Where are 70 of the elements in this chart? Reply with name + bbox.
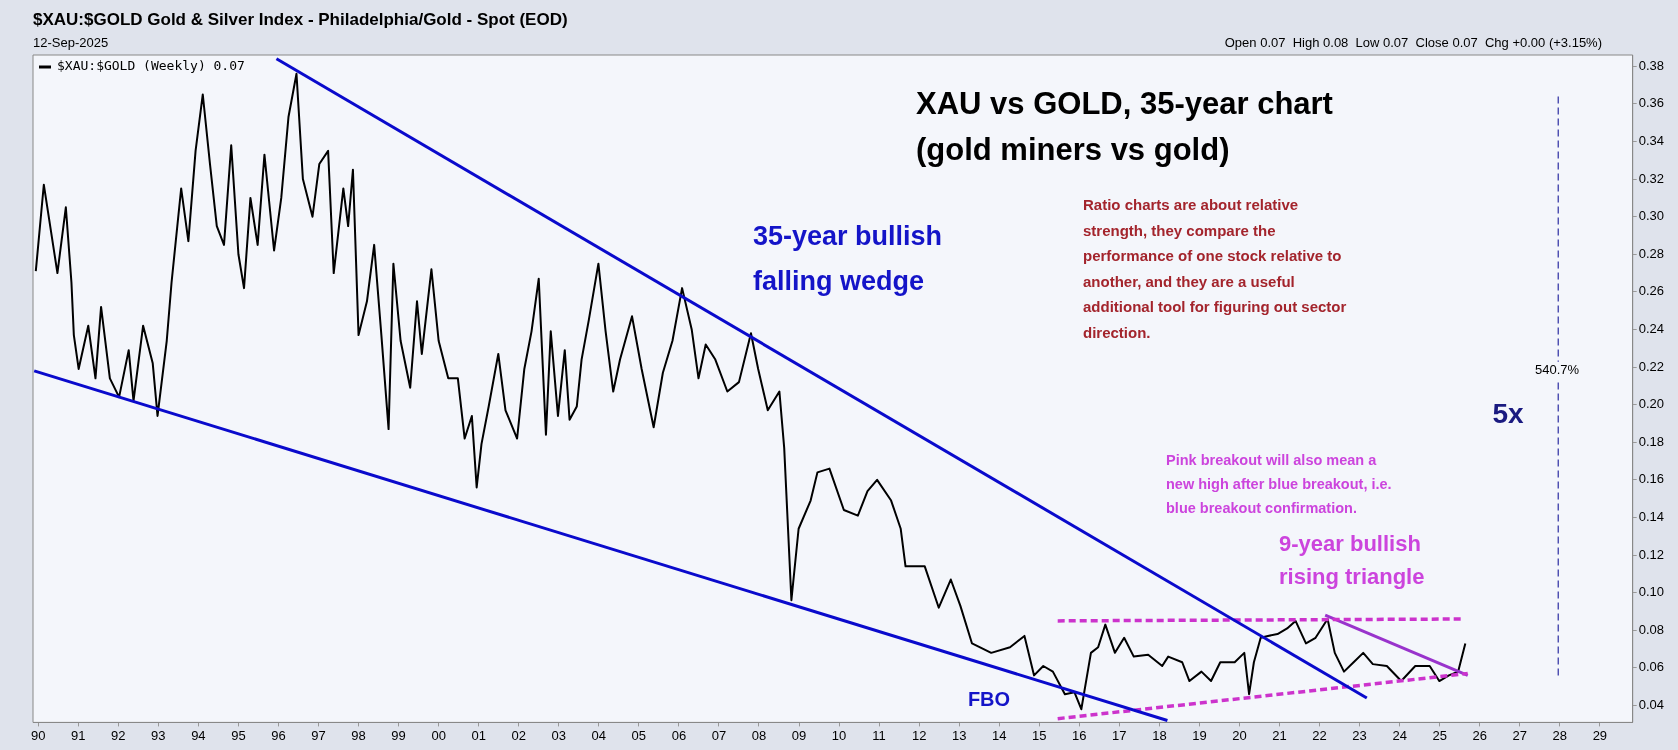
y-tick-label: 0.26 [1638,283,1665,299]
y-tick-label: 0.08 [1638,621,1665,637]
x-tick-label: 29 [1592,727,1608,743]
x-tick-label: 06 [671,727,687,743]
x-tick-label: 92 [111,727,126,743]
x-tick-label: 00 [431,727,446,743]
y-tick-label: 0.04 [1638,697,1665,713]
x-tick-label: 09 [791,727,807,743]
y-tick-label: 0.28 [1638,245,1665,261]
annotation: XAU vs GOLD, 35-year chart (gold miners vs gold) [916,85,1333,167]
x-tick-label: 99 [391,727,406,743]
y-tick-label: 0.14 [1638,509,1665,525]
text: Open 0.07 High 0.08 Low 0.07 Close 0.07 Chg +0.00 (+3.15%) [1224,34,1602,50]
chart-title: $XAU:$GOLD Gold & Silver Index - Philadelphia/Gold - Spot (EOD) [33,9,568,29]
y-tick-label: 0.06 [1638,659,1665,675]
annotation: 540.7% [1534,362,1580,378]
x-tick-label: 26 [1472,727,1487,743]
x-tick-label: 17 [1112,727,1127,743]
y-tick-label: 0.32 [1638,170,1665,186]
y-tick-label: 0.18 [1638,433,1665,449]
y-tick-label: 0.34 [1638,133,1665,149]
y-tick-label: 0.30 [1638,208,1665,224]
annotation: Ratio charts are about relative strength, they compare the performance of one stock relative to another, and they are a useful additional tool for figuring out sector direction. [1083,196,1347,341]
annotation: FBO [967,687,1011,710]
x-tick-label: 03 [551,727,566,743]
y-tick-label: 0.36 [1638,95,1665,111]
x-tick-label: 14 [991,727,1007,743]
x-tick-label: 18 [1152,727,1167,743]
y-tick-label: 0.10 [1638,584,1665,600]
y-tick-label: 0.20 [1638,396,1665,412]
x-tick-label: 28 [1552,727,1568,743]
x-tick-label: 25 [1432,727,1447,743]
x-tick-label: 95 [231,727,246,743]
x-tick-label: 27 [1512,727,1528,743]
y-tick-label: 0.12 [1638,546,1665,562]
x-tick-label: 21 [1272,727,1287,743]
annotation: 5x [1492,397,1524,429]
x-tick-label: 02 [511,727,526,743]
x-tick-label: 11 [872,727,886,743]
x-tick-label: 20 [1232,727,1247,743]
x-tick-label: 08 [751,727,767,743]
y-tick-label: 0.38 [1638,57,1665,73]
x-tick-label: 04 [591,727,607,743]
x-tick-label: 15 [1032,727,1047,743]
x-tick-label: 12 [911,727,927,743]
x-tick-label: 97 [311,727,326,743]
annotation: Pink breakout will also mean a new high after blue breakout, i.e. blue breakout confirmation. [1166,452,1392,516]
y-tick-label: 0.22 [1638,358,1665,374]
x-tick-label: 98 [351,727,366,743]
chart-subtitle: 12-Sep-2025 [33,34,109,50]
x-tick-label: 01 [471,727,486,743]
x-tick-label: 16 [1072,727,1087,743]
annotation: 9-year bullish rising triangle [1279,531,1425,590]
legend-label: $XAU:$GOLD (Weekly) 0.07 [57,58,245,74]
x-tick-label: 93 [151,727,166,743]
x-tick-label: 96 [271,727,286,743]
x-tick-label: 10 [831,727,847,743]
x-tick-label: 22 [1312,727,1327,743]
y-tick-label: 0.24 [1638,321,1665,337]
x-tick-label: 91 [71,727,86,743]
x-tick-label: 94 [191,727,206,743]
x-tick-label: 07 [711,727,727,743]
x-tick-label: 24 [1392,727,1407,743]
y-tick-label: 0.16 [1638,471,1665,487]
x-tick-label: 19 [1192,727,1207,743]
x-tick-label: 90 [30,727,46,743]
x-tick-label: 05 [631,727,647,743]
x-tick-label: 23 [1352,727,1367,743]
x-tick-label: 13 [951,727,967,743]
annotation: 35-year bullish falling wedge [753,221,943,297]
